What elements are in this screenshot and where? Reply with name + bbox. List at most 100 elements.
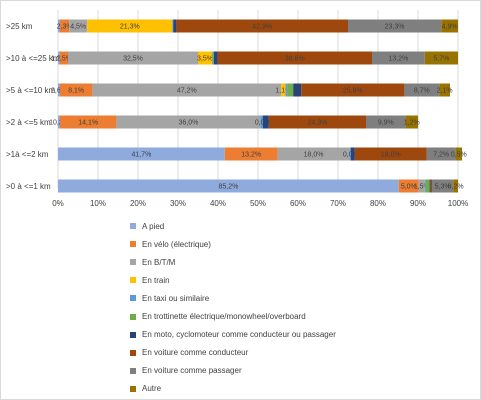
legend-item: En taxi ou similaire [130,289,470,307]
data-label: 25,8% [343,88,363,95]
legend-swatch [130,349,136,356]
data-label: 10,2% [49,120,69,127]
data-label: 24,3% [307,120,327,127]
data-label: 21,3% [120,24,140,31]
bar-segment [429,179,431,193]
x-tick-label: 0% [52,199,64,208]
bar-segment [176,19,348,33]
legend-item: En voiture comme conducteur [130,344,470,362]
bar-segment [354,147,427,161]
x-tick-label: 70% [330,199,346,208]
data-label: 18,0% [304,152,324,159]
legend-swatch [130,295,136,302]
bar-segment [348,19,442,33]
data-label: 0,5% [451,152,467,159]
data-label: 3,5% [197,56,213,63]
bar-segment [58,51,60,65]
data-label: 0,2% [448,184,464,191]
bar-segment [60,19,70,33]
category-label: >2 à <=5 km [6,118,51,127]
legend-swatch [130,277,136,284]
bar-segment [287,83,294,97]
data-label: 13,2% [388,56,408,63]
data-label: 1,1% [275,88,291,95]
data-label: 8,7% [414,88,430,95]
bar-segment [372,51,425,65]
legend-item: Autre [130,380,470,398]
legend-label: En voiture comme conducteur [142,348,249,358]
data-label: 85,2% [218,184,238,191]
data-label: 42,9% [252,24,272,31]
bar-segment [405,115,418,129]
data-label: 32,5% [123,56,143,63]
bar-segment [293,83,302,97]
bar-segment [455,147,462,161]
x-tick-label: 50% [250,199,266,208]
x-tick-label: 20% [130,199,146,208]
legend-label: En B/T/M [142,257,176,267]
data-label: 13,2% [241,152,261,159]
data-label: 2,3% [57,24,73,31]
legend-swatch [130,223,136,230]
bar-segment [92,83,282,97]
data-label: 47,2% [177,88,197,95]
bar-segment [69,19,88,33]
legend-label: A pied [142,221,165,231]
bar-segment [172,19,174,33]
bar-segment [116,115,261,129]
bar-segment [214,51,218,65]
bar-segment [268,115,366,129]
x-tick-label: 100% [448,199,468,208]
legend-label: En voiture comme passager [142,366,242,376]
legend-item: En trottinette électrique/monowheel/over… [130,307,470,325]
bar-segment [68,51,198,65]
data-label: 5,3% [435,184,451,191]
legend-item: A pied [130,217,470,235]
data-label: 1,5% [56,56,72,63]
bar-segment [285,83,288,97]
x-tick-label: 30% [170,199,186,208]
data-label: 4,5% [70,24,86,31]
bar-segment [418,179,425,193]
bar-segment [424,51,458,65]
legend-item: En voiture comme passager [130,362,470,380]
legend-swatch [130,259,136,266]
bar-segment [277,147,350,161]
bar-segment [441,19,458,33]
legend-swatch [130,367,136,374]
legend-swatch [130,331,136,338]
legend-label: En vélo (électrique) [142,239,211,249]
bar-segment [58,83,60,97]
legend-label: En taxi ou similaire [142,293,210,303]
bar-segment [262,115,269,129]
bar-segment [87,19,173,33]
x-tick-label: 60% [290,199,306,208]
legend-swatch [130,241,136,248]
bar-segment [217,51,372,65]
category-label: >25 km [6,22,33,31]
bar-segment [212,51,213,65]
bar-segment [430,179,432,193]
legend-item: En moto, cyclomoteur comme conducteur ou… [130,326,470,344]
bar-segment [212,51,214,65]
bar-segment [60,51,68,65]
x-tick-label: 40% [210,199,226,208]
x-tick-label: 90% [410,199,426,208]
bar-segment [58,179,399,193]
bar-segment [198,51,212,65]
legend-item: En train [130,271,470,289]
bar-segment [432,179,454,193]
bar-segment [404,83,440,97]
legend-item: En vélo (électrique) [130,235,470,253]
data-label: 2,6% [51,88,67,95]
legend-swatch [130,313,136,320]
bar-segment [260,115,263,129]
data-label: 8,1% [68,88,84,95]
bar-segment [58,115,60,129]
data-label: 1,2% [404,120,420,127]
legend-label: Autre [142,384,162,394]
bar-segment [349,147,351,161]
data-label: 5,0% [401,184,417,191]
